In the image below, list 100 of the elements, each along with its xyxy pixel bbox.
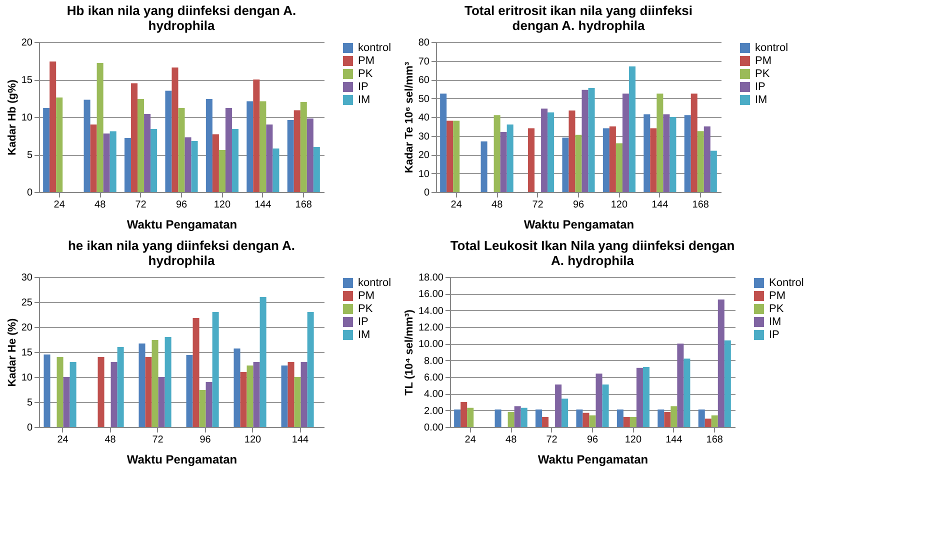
x-tick-label: 24	[450, 200, 462, 210]
bar	[582, 412, 590, 427]
x-tick-label: 168	[692, 200, 710, 210]
legend-label: PM	[769, 290, 786, 302]
x-tick-label: 144	[652, 200, 669, 210]
y-tick-label: 80	[418, 38, 430, 48]
chart-title: Total eritrosit ikan nila yang diinfeksi dengan A. hydrophila	[464, 3, 693, 33]
bar	[313, 147, 320, 192]
y-tick-label: 60	[418, 75, 430, 86]
y-tick-label: 15	[21, 75, 33, 86]
bar	[656, 94, 664, 192]
bar	[253, 362, 260, 427]
bar	[287, 120, 294, 192]
bar	[616, 143, 622, 192]
x-tick-label: 48	[492, 200, 504, 210]
x-tick-label: 168	[706, 434, 724, 446]
bar	[548, 112, 554, 192]
bar	[206, 99, 212, 192]
bar	[670, 406, 678, 427]
bar	[281, 366, 288, 427]
legend-label: PM	[755, 55, 772, 67]
bar	[711, 415, 718, 427]
bar	[677, 344, 684, 427]
legend-label: kontrol	[755, 42, 788, 54]
bar	[138, 344, 146, 427]
x-tick-label: 144	[666, 434, 683, 446]
x-tick-label: 72	[152, 434, 164, 446]
bar	[588, 88, 595, 192]
bar	[575, 134, 582, 192]
bar	[158, 377, 165, 427]
y-tick-label: 6.00	[424, 372, 444, 384]
bar	[294, 377, 301, 427]
bar	[622, 94, 629, 192]
x-tick-label: 96	[200, 434, 212, 446]
legend-label: IP	[358, 81, 368, 93]
chart-title: he ikan nila yang diinfeksi dengan A. hydrophila	[68, 238, 296, 268]
bar	[644, 114, 650, 192]
bar	[145, 357, 152, 427]
bar	[240, 372, 247, 427]
y-tick-label: 18.00	[418, 272, 444, 284]
bar	[520, 408, 528, 427]
bar	[576, 410, 583, 427]
x-tick-label: 96	[572, 200, 584, 210]
bar	[56, 357, 64, 427]
bar	[307, 312, 314, 427]
bar	[609, 126, 616, 192]
y-tick-label: 0	[26, 188, 33, 198]
legend-label: PM	[358, 55, 374, 67]
legend-label: PM	[358, 290, 374, 302]
bar	[131, 83, 138, 192]
bar	[480, 141, 488, 192]
x-tick-label: 168	[295, 200, 312, 210]
x-tick-label: 24	[54, 200, 66, 210]
bar	[144, 114, 151, 192]
y-tick-label: 50	[418, 94, 430, 105]
bar	[150, 129, 158, 192]
y-tick-label: 40	[418, 112, 430, 124]
legend-label: IP	[755, 81, 766, 93]
bar	[568, 110, 576, 192]
y-tick-label: 12.00	[418, 322, 444, 334]
bar	[453, 120, 460, 192]
legend-label: kontrol	[358, 277, 392, 289]
x-axis-title: Waktu Pengamatan	[126, 218, 238, 232]
bar	[138, 99, 144, 192]
bar	[50, 62, 56, 192]
y-tick-label: 16.00	[418, 289, 444, 300]
bar	[43, 108, 50, 192]
bar	[165, 90, 172, 192]
bar	[103, 134, 110, 192]
bar	[192, 318, 200, 427]
bar	[234, 348, 240, 427]
y-axis-title: TL (10⁴ sel/mm³)	[403, 309, 416, 396]
bar	[440, 94, 447, 192]
y-axis-title: Kadar He (%)	[6, 318, 18, 387]
bar	[172, 68, 178, 192]
x-tick-label: 120	[624, 434, 642, 446]
legend-label: PK	[358, 68, 374, 80]
y-tick-label: 30	[418, 131, 430, 142]
bar	[110, 362, 118, 427]
x-tick-label: 48	[104, 434, 116, 446]
y-tick-label: 10.00	[418, 339, 444, 350]
y-tick-label: 10	[418, 168, 430, 180]
bar	[152, 340, 158, 427]
x-tick-label: 120	[610, 200, 628, 210]
bar	[684, 358, 690, 427]
x-axis-title: Waktu Pengamatan	[524, 218, 634, 232]
bar	[110, 131, 116, 192]
bar	[555, 384, 562, 427]
y-tick-label: 5	[26, 150, 33, 161]
y-tick-label: 8.00	[424, 356, 444, 367]
x-axis-title: Waktu Pengamatan	[126, 452, 238, 466]
bar	[724, 340, 731, 427]
bar	[306, 118, 314, 192]
bar	[266, 124, 273, 192]
bar	[218, 150, 226, 192]
x-tick-label: 96	[586, 434, 598, 446]
x-tick-label: 48	[506, 434, 518, 446]
x-tick-label: 96	[176, 200, 188, 210]
bar	[178, 108, 185, 192]
bar	[514, 406, 521, 427]
